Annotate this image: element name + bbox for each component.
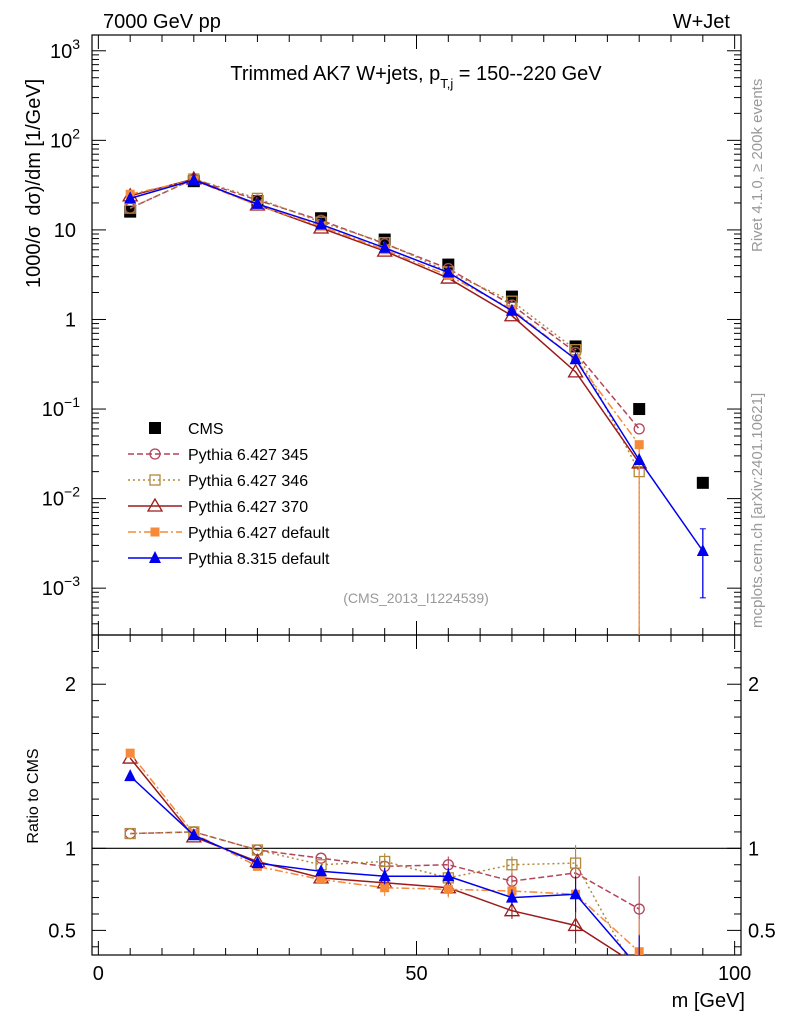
analysis-watermark: (CMS_2013_I1224539) <box>343 590 489 606</box>
chart-title: Trimmed AK7 W+jets, pT,j = 150--220 GeV <box>230 63 602 91</box>
legend-item: Pythia 6.427 370 <box>128 499 308 516</box>
series-line <box>130 179 639 429</box>
y-tick-label: 1 <box>65 309 76 331</box>
legend-marker <box>149 551 161 563</box>
data-point <box>633 453 645 465</box>
y-tick-label-base: 10 <box>42 399 64 421</box>
legend: CMS Pythia 6.427 345 Pythia 6.427 346 Pythi… <box>128 421 330 568</box>
data-point <box>697 477 709 489</box>
rivet-version-label: Rivet 4.1.0, ≥ 200k events <box>749 79 766 252</box>
ratio-y-tick-label: 0.5 <box>48 920 76 942</box>
ratio-point <box>126 749 135 758</box>
legend-marker <box>148 499 162 511</box>
series-line <box>130 180 703 551</box>
y-tick-label: 103 <box>50 36 80 63</box>
y-axis-label: 1000/σ dσ)/dm [1/GeV] <box>23 79 45 288</box>
legend-label: CMS <box>188 421 224 438</box>
header-process-label: W+Jet <box>673 11 731 33</box>
legend-label: Pythia 8.315 default <box>188 551 330 568</box>
data-point <box>634 424 644 434</box>
ratio-series-pythia-6-427-346 <box>125 827 644 1013</box>
x-tick-label: 0 <box>93 963 104 985</box>
ratio-point <box>442 869 454 881</box>
data-point <box>635 440 644 449</box>
ratio-point <box>444 885 453 894</box>
y-tick-label-exponent: 2 <box>72 125 80 141</box>
y-tick-label-base: 10 <box>42 489 64 511</box>
main-panel-frame <box>92 35 741 635</box>
chart-title-subscript: T,j <box>440 76 453 91</box>
chart-title-rest: = 150--220 GeV <box>453 63 602 85</box>
series-line <box>130 180 639 445</box>
ratio-y-tick-label-right: 2 <box>748 674 759 696</box>
legend-item: Pythia 6.427 default <box>128 525 330 542</box>
legend-label: Pythia 6.427 345 <box>188 447 308 464</box>
legend-item: Pythia 6.427 346 <box>128 473 308 490</box>
y-tick-label: 10−3 <box>42 573 80 600</box>
ratio-point <box>317 875 326 884</box>
y-tick-label: 10−1 <box>42 394 80 421</box>
series-cms <box>124 175 709 489</box>
legend-marker <box>149 422 161 434</box>
mcplots-label: mcplots.cern.ch [arXiv:2401.10621] <box>749 393 766 628</box>
y-tick-label-base: 10 <box>50 41 72 63</box>
chart-title-main: Trimmed AK7 W+jets, p <box>230 63 440 85</box>
x-axis-label: m [GeV] <box>672 990 745 1012</box>
ratio-y-tick-label: 1 <box>65 838 76 860</box>
ratio-point <box>634 975 644 985</box>
ratio-point <box>633 961 645 973</box>
ratio-point <box>380 883 389 892</box>
legend-label: Pythia 6.427 370 <box>188 499 308 516</box>
y-tick-label: 102 <box>50 125 80 152</box>
data-point <box>633 403 645 415</box>
ratio-y-axis-label: Ratio to CMS <box>25 748 42 843</box>
y-tick-label-exponent: −2 <box>64 484 80 500</box>
ratio-y-tick-label: 2 <box>65 674 76 696</box>
y-tick-label: 10−2 <box>42 484 80 511</box>
y-tick-label-exponent: 3 <box>72 36 80 52</box>
y-axis-label-post: dσ)/dm [1/GeV] <box>23 79 45 216</box>
y-tick-label-base: 10 <box>50 130 72 152</box>
y-axis-label-pre: 1000/σ <box>23 225 45 288</box>
legend-label: Pythia 6.427 346 <box>188 473 308 490</box>
y-tick-label-exponent: −3 <box>64 573 80 589</box>
legend-item: CMS <box>149 421 224 438</box>
y-tick-label-base: 10 <box>42 578 64 600</box>
ratio-axis-ticks: 0.5 0.5 1 1 2 2 <box>48 651 776 946</box>
ratio-y-tick-label-right: 0.5 <box>748 920 776 942</box>
ratio-series-group <box>123 749 646 1013</box>
legend-label: Pythia 6.427 default <box>188 525 330 542</box>
legend-item: Pythia 6.427 345 <box>128 447 308 464</box>
ratio-point <box>632 959 646 971</box>
series-pythia-6-427-345 <box>125 174 644 434</box>
plot-canvas: 7000 GeV pp W+Jet Rivet 4.1.0, ≥ 200k ev… <box>0 0 786 1024</box>
ratio-point <box>124 769 136 781</box>
y-tick-label: 10 <box>54 220 76 242</box>
x-tick-label: 50 <box>405 963 427 985</box>
legend-item: Pythia 8.315 default <box>128 551 330 568</box>
x-tick-label: 100 <box>718 963 751 985</box>
header-energy-label: 7000 GeV pp <box>103 11 221 33</box>
y-tick-label-exponent: −1 <box>64 394 80 410</box>
legend-marker <box>151 528 160 537</box>
ratio-y-tick-label-right: 1 <box>748 838 759 860</box>
